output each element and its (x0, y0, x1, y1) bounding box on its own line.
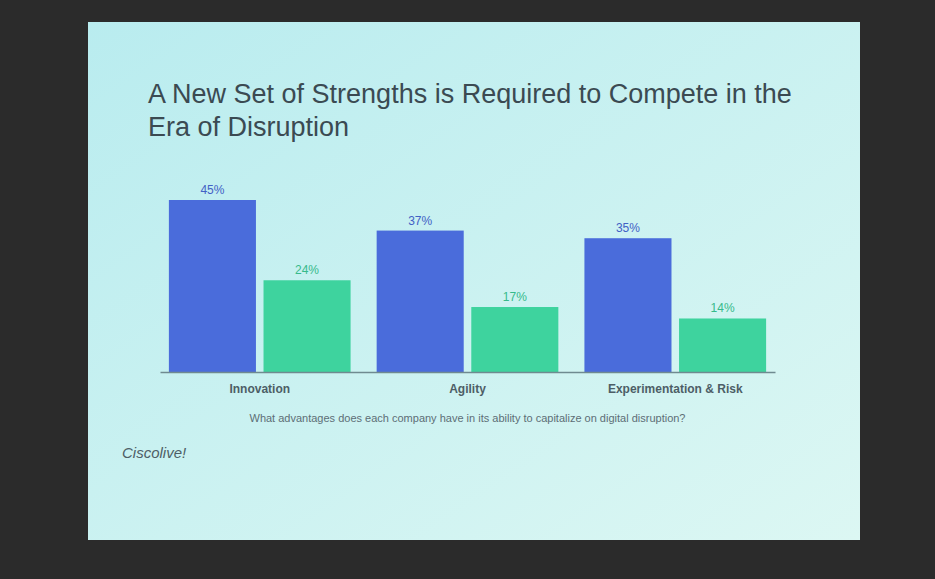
data-label: 45% (200, 183, 224, 197)
bar (584, 238, 671, 372)
bar (679, 318, 766, 372)
bar (264, 280, 351, 372)
x-axis-title: What advantages does each company have i… (250, 412, 686, 424)
slide-background (88, 22, 860, 540)
bars (169, 200, 766, 372)
x-tick-label: Agility (449, 382, 486, 396)
x-tick: Experimentation & Risk (608, 372, 743, 396)
bar (377, 231, 464, 372)
chart: A New Set of Strengths is Required to Co… (0, 0, 935, 579)
x-tick: Innovation (229, 372, 290, 396)
x-tick: Agility (449, 372, 486, 396)
data-labels: 45% 37% 35% 24% 17% 14% (200, 183, 735, 315)
data-label: 37% (408, 214, 432, 228)
x-tick-label: Innovation (229, 382, 290, 396)
x-axis: Innovation Agility Experimentation & Risk (161, 372, 776, 396)
title-line: Era of Disruption (148, 112, 349, 142)
data-label: 35% (616, 221, 640, 235)
data-label: 24% (295, 263, 319, 277)
data-label: 14% (711, 301, 735, 315)
logo: Ciscolive! (122, 444, 187, 461)
title-line: A New Set of Strengths is Required to Co… (148, 79, 792, 109)
data-label: 17% (503, 290, 527, 304)
x-axis-line (161, 372, 776, 374)
x-tick-label: Experimentation & Risk (608, 382, 743, 396)
title: A New Set of Strengths is Required to Co… (148, 79, 792, 142)
bar (169, 200, 256, 372)
bar (471, 307, 558, 372)
